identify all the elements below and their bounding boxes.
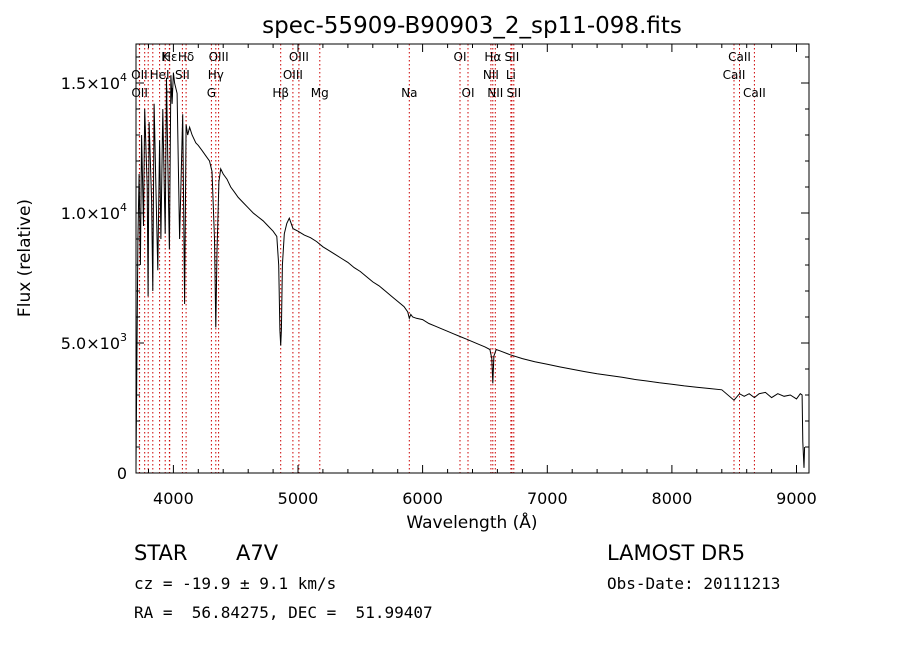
line-marker-label: HeI (150, 68, 170, 82)
x-tick-label: 6000 (402, 489, 443, 508)
line-marker-label: Hδ (178, 50, 194, 64)
y-axis-ticks: 0 5.0×103 1.0×104 1.5×104 (61, 56, 809, 483)
x-tick-label: 7000 (527, 489, 568, 508)
x-axis-ticks: 4000 5000 6000 7000 8000 9000 (148, 44, 817, 508)
emission-line-markers (138, 44, 755, 473)
line-marker-label: SII (505, 50, 520, 64)
line-marker-label: OI (454, 50, 467, 64)
line-marker-label: Hα (484, 50, 501, 64)
y-tick-label: 1.0×104 (61, 201, 127, 223)
line-marker-label: G (207, 86, 216, 100)
spectrum-chart: spec-55909-B90903_2_sp11-098.fits HεK Hδ O… (15, 13, 817, 533)
line-marker-label: Hε (162, 50, 178, 64)
spectral-subclass: A7V (236, 541, 279, 565)
x-tick-label: 9000 (776, 489, 817, 508)
line-marker-label: Hβ (272, 86, 289, 100)
line-marker-label: NII (487, 86, 503, 100)
line-marker-label: OI (462, 86, 475, 100)
y-tick-label: 5.0×103 (61, 331, 127, 353)
y-tick-label: 0 (117, 464, 127, 483)
line-marker-label: SII (506, 86, 521, 100)
y-tick-label: 1.5×104 (61, 71, 127, 93)
line-marker-label: CaII (743, 86, 766, 100)
line-marker-label: NII (483, 68, 499, 82)
x-tick-label: 8000 (652, 489, 693, 508)
line-marker-label: Na (401, 86, 417, 100)
x-axis-label: Wavelength (Å) (406, 511, 537, 533)
line-marker-label: Li (506, 68, 516, 82)
survey-name: LAMOST DR5 (607, 541, 746, 565)
object-type: STAR (134, 541, 188, 565)
redshift-velocity: cz = -19.9 ± 9.1 km/s (134, 574, 337, 593)
line-marker-label: Mg (311, 86, 329, 100)
line-marker-label: SII (175, 68, 190, 82)
line-marker-label: H (165, 86, 174, 100)
line-marker-label: CaII (723, 68, 746, 82)
observation-date: Obs-Date: 20111213 (607, 574, 781, 593)
line-marker-label: OII (131, 68, 148, 82)
plot-frame (135, 43, 810, 474)
line-marker-label: Hγ (208, 68, 224, 82)
line-marker-label: OIII (209, 50, 229, 64)
line-marker-label: K (161, 50, 170, 64)
emission-line-labels: HεK Hδ OIII OIII OI Hα SII CaII OII HeI SII Hγ OIII N… (131, 50, 766, 100)
sky-coordinates: RA = 56.84275, DEC = 51.99407 (134, 603, 433, 622)
line-marker-label: OIII (283, 68, 303, 82)
spectrum-line (135, 72, 806, 468)
line-marker-label: OII (131, 86, 148, 100)
line-marker-label: OIII (289, 50, 309, 64)
x-tick-label: 4000 (153, 489, 194, 508)
x-tick-label: 5000 (278, 489, 319, 508)
line-marker-label: CaII (728, 50, 751, 64)
y-axis-label: Flux (relative) (15, 199, 35, 317)
chart-title: spec-55909-B90903_2_sp11-098.fits (262, 13, 682, 39)
